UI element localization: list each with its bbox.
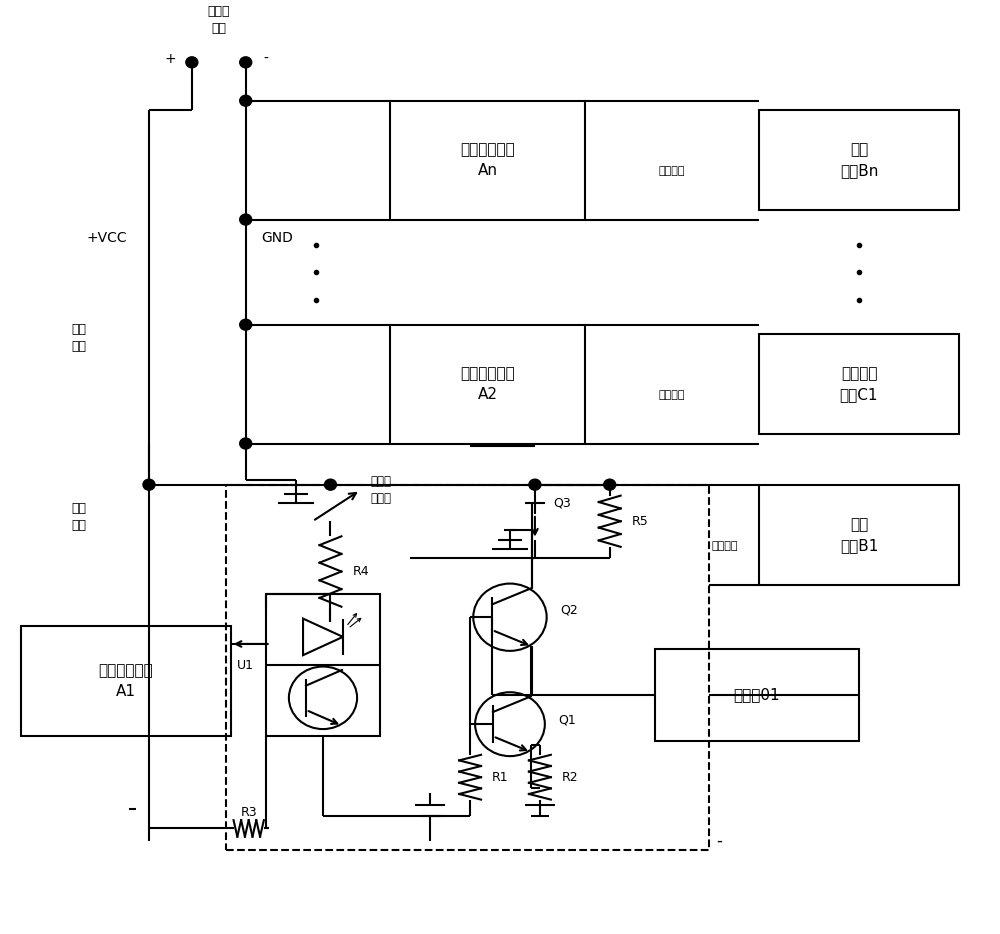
Text: 隔离保护电路
An: 隔离保护电路 An (460, 142, 515, 178)
Text: 电源输
入端: 电源输 入端 (208, 5, 230, 35)
Text: R3: R3 (240, 806, 257, 819)
Circle shape (240, 438, 252, 449)
Text: R5: R5 (632, 515, 648, 528)
Circle shape (240, 214, 252, 225)
Circle shape (324, 479, 336, 490)
Text: 节点
负载B1: 节点 负载B1 (840, 517, 878, 553)
Circle shape (604, 479, 616, 490)
Text: R2: R2 (562, 771, 578, 784)
FancyBboxPatch shape (759, 333, 959, 434)
FancyBboxPatch shape (266, 594, 380, 736)
FancyBboxPatch shape (759, 110, 959, 210)
Circle shape (529, 479, 541, 490)
FancyBboxPatch shape (655, 649, 859, 741)
Circle shape (240, 319, 252, 331)
Text: R4: R4 (352, 565, 369, 578)
Text: 节点输出: 节点输出 (711, 541, 738, 551)
Text: Q2: Q2 (560, 603, 578, 616)
FancyBboxPatch shape (390, 325, 585, 444)
Text: 节点
负载Bn: 节点 负载Bn (840, 142, 878, 178)
FancyBboxPatch shape (390, 101, 585, 219)
Text: GND: GND (262, 231, 294, 245)
Text: 隔离保护电路
A1: 隔离保护电路 A1 (99, 663, 153, 700)
Text: 电源
总线: 电源 总线 (72, 502, 87, 531)
Circle shape (240, 57, 252, 68)
Text: 电源
总线: 电源 总线 (72, 323, 87, 353)
Circle shape (143, 479, 155, 490)
Text: Q1: Q1 (558, 714, 576, 726)
Circle shape (186, 57, 198, 68)
Text: R1: R1 (492, 771, 509, 784)
FancyBboxPatch shape (21, 627, 231, 736)
Text: +: + (164, 51, 176, 65)
Text: 隔离保护电路
A2: 隔离保护电路 A2 (460, 366, 515, 403)
Circle shape (240, 95, 252, 106)
Text: U1: U1 (237, 658, 254, 672)
Text: 自恢复
保险丝: 自恢复 保险丝 (370, 475, 391, 505)
Text: +VCC: +VCC (87, 231, 127, 245)
Text: 节点输出: 节点输出 (659, 390, 685, 400)
Text: Q3: Q3 (553, 497, 571, 509)
Text: 控制器01: 控制器01 (733, 687, 780, 702)
Text: -: - (263, 51, 268, 65)
Text: 备用节点
负载C1: 备用节点 负载C1 (840, 366, 878, 403)
Text: 节点输出: 节点输出 (659, 166, 685, 177)
FancyBboxPatch shape (759, 485, 959, 586)
Text: -: - (716, 832, 722, 850)
